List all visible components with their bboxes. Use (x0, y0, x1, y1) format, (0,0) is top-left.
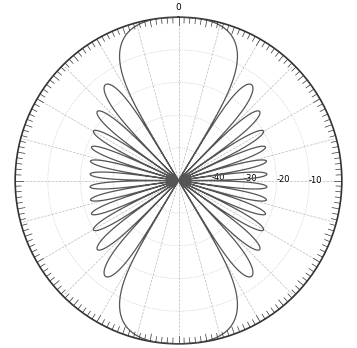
Text: 0: 0 (176, 3, 181, 12)
